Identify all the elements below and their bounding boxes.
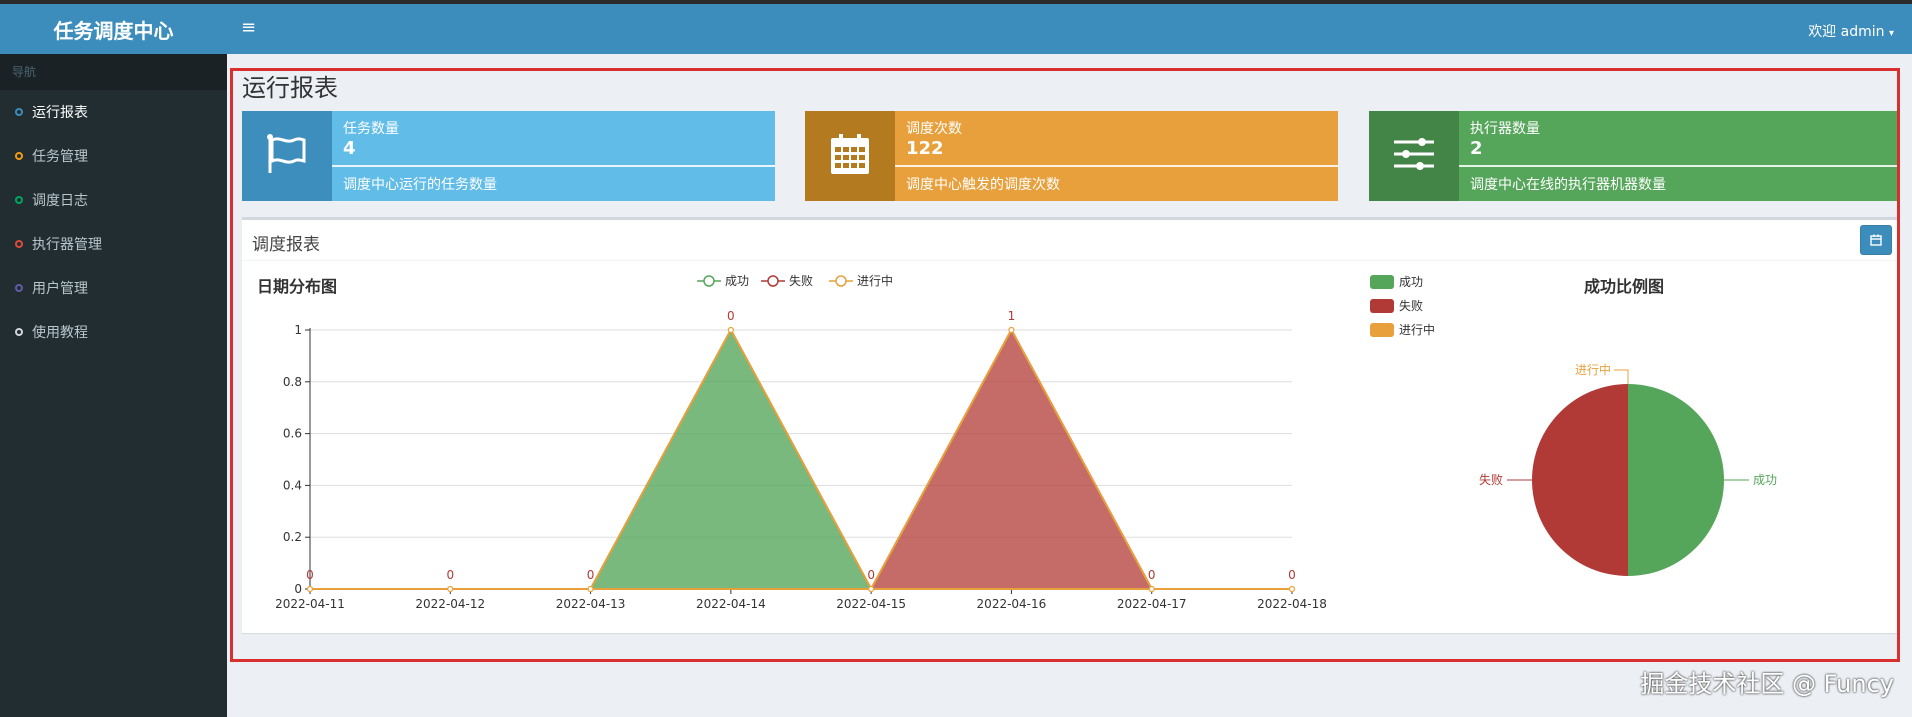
sidebar-item-1[interactable]: 任务管理 (0, 134, 227, 178)
top-header: ≡ 欢迎 admin ▾ (227, 4, 1912, 54)
info-box-value: 4 (343, 138, 356, 159)
sidebar-item-label: 使用教程 (32, 325, 88, 341)
info-box-value: 122 (906, 138, 944, 159)
sidebar-item-4[interactable]: 用户管理 (0, 266, 227, 310)
sidebar-item-label: 执行器管理 (32, 237, 102, 253)
info-box-1: 调度次数 122 调度中心触发的调度次数 (805, 111, 1338, 201)
info-box-progress (1459, 165, 1900, 167)
sidebar: 导航 运行报表任务管理调度日志执行器管理用户管理使用教程 (0, 54, 227, 717)
info-box-body: 执行器数量 2 调度中心在线的执行器机器数量 (1459, 111, 1900, 201)
sliders-icon (1392, 134, 1436, 178)
info-box-desc: 调度中心在线的执行器机器数量 (1470, 177, 1666, 193)
line-chart-title: 日期分布图 (257, 277, 338, 296)
flag-icon (264, 131, 310, 181)
sidebar-item-label: 运行报表 (32, 105, 88, 121)
app-logo[interactable]: 任务调度中心 (0, 4, 227, 54)
info-box-body: 任务数量 4 调度中心运行的任务数量 (332, 111, 775, 201)
info-box-icon-wrap (1369, 111, 1459, 201)
info-box-value: 2 (1470, 138, 1483, 159)
info-box-progress (895, 165, 1338, 167)
info-box-0: 任务数量 4 调度中心运行的任务数量 (242, 111, 775, 201)
circle-icon (15, 240, 23, 248)
user-menu-label: 欢迎 admin (1808, 24, 1885, 40)
circle-icon (15, 108, 23, 116)
watermark: 掘金技术社区 @ Funcy (1640, 670, 1894, 698)
info-box-icon-wrap (242, 111, 332, 201)
calendar-icon (828, 132, 872, 180)
info-box-progress (332, 165, 775, 167)
caret-down-icon: ▾ (1888, 28, 1894, 39)
info-box-label: 执行器数量 (1470, 121, 1540, 137)
info-box-label: 任务数量 (343, 121, 399, 137)
info-box-desc: 调度中心触发的调度次数 (906, 177, 1060, 193)
report-box-header: 调度报表 (242, 220, 1897, 261)
top-strip (0, 0, 1912, 4)
hamburger-icon[interactable]: ≡ (241, 17, 257, 38)
info-box-desc: 调度中心运行的任务数量 (343, 177, 497, 193)
circle-icon (15, 196, 23, 204)
sidebar-item-label: 调度日志 (32, 193, 88, 209)
sidebar-item-0[interactable]: 运行报表 (0, 90, 227, 134)
sidebar-item-2[interactable]: 调度日志 (0, 178, 227, 222)
info-box-label: 调度次数 (906, 121, 962, 137)
circle-icon (15, 152, 23, 160)
pie-chart-title: 成功比例图 (1584, 277, 1665, 296)
info-box-2: 执行器数量 2 调度中心在线的执行器机器数量 (1369, 111, 1900, 201)
date-range-button[interactable] (1860, 225, 1892, 255)
circle-icon (15, 284, 23, 292)
circle-icon (15, 328, 23, 336)
user-menu[interactable]: 欢迎 admin ▾ (1808, 21, 1894, 41)
sidebar-item-3[interactable]: 执行器管理 (0, 222, 227, 266)
sidebar-item-label: 用户管理 (32, 281, 88, 297)
sidebar-header: 导航 (0, 54, 227, 90)
sidebar-item-label: 任务管理 (32, 149, 88, 165)
report-title: 调度报表 (252, 235, 320, 255)
info-box-icon-wrap (805, 111, 895, 201)
page-title: 运行报表 (242, 74, 338, 102)
sidebar-item-5[interactable]: 使用教程 (0, 310, 227, 354)
info-box-body: 调度次数 122 调度中心触发的调度次数 (895, 111, 1338, 201)
calendar-icon (1870, 234, 1882, 246)
